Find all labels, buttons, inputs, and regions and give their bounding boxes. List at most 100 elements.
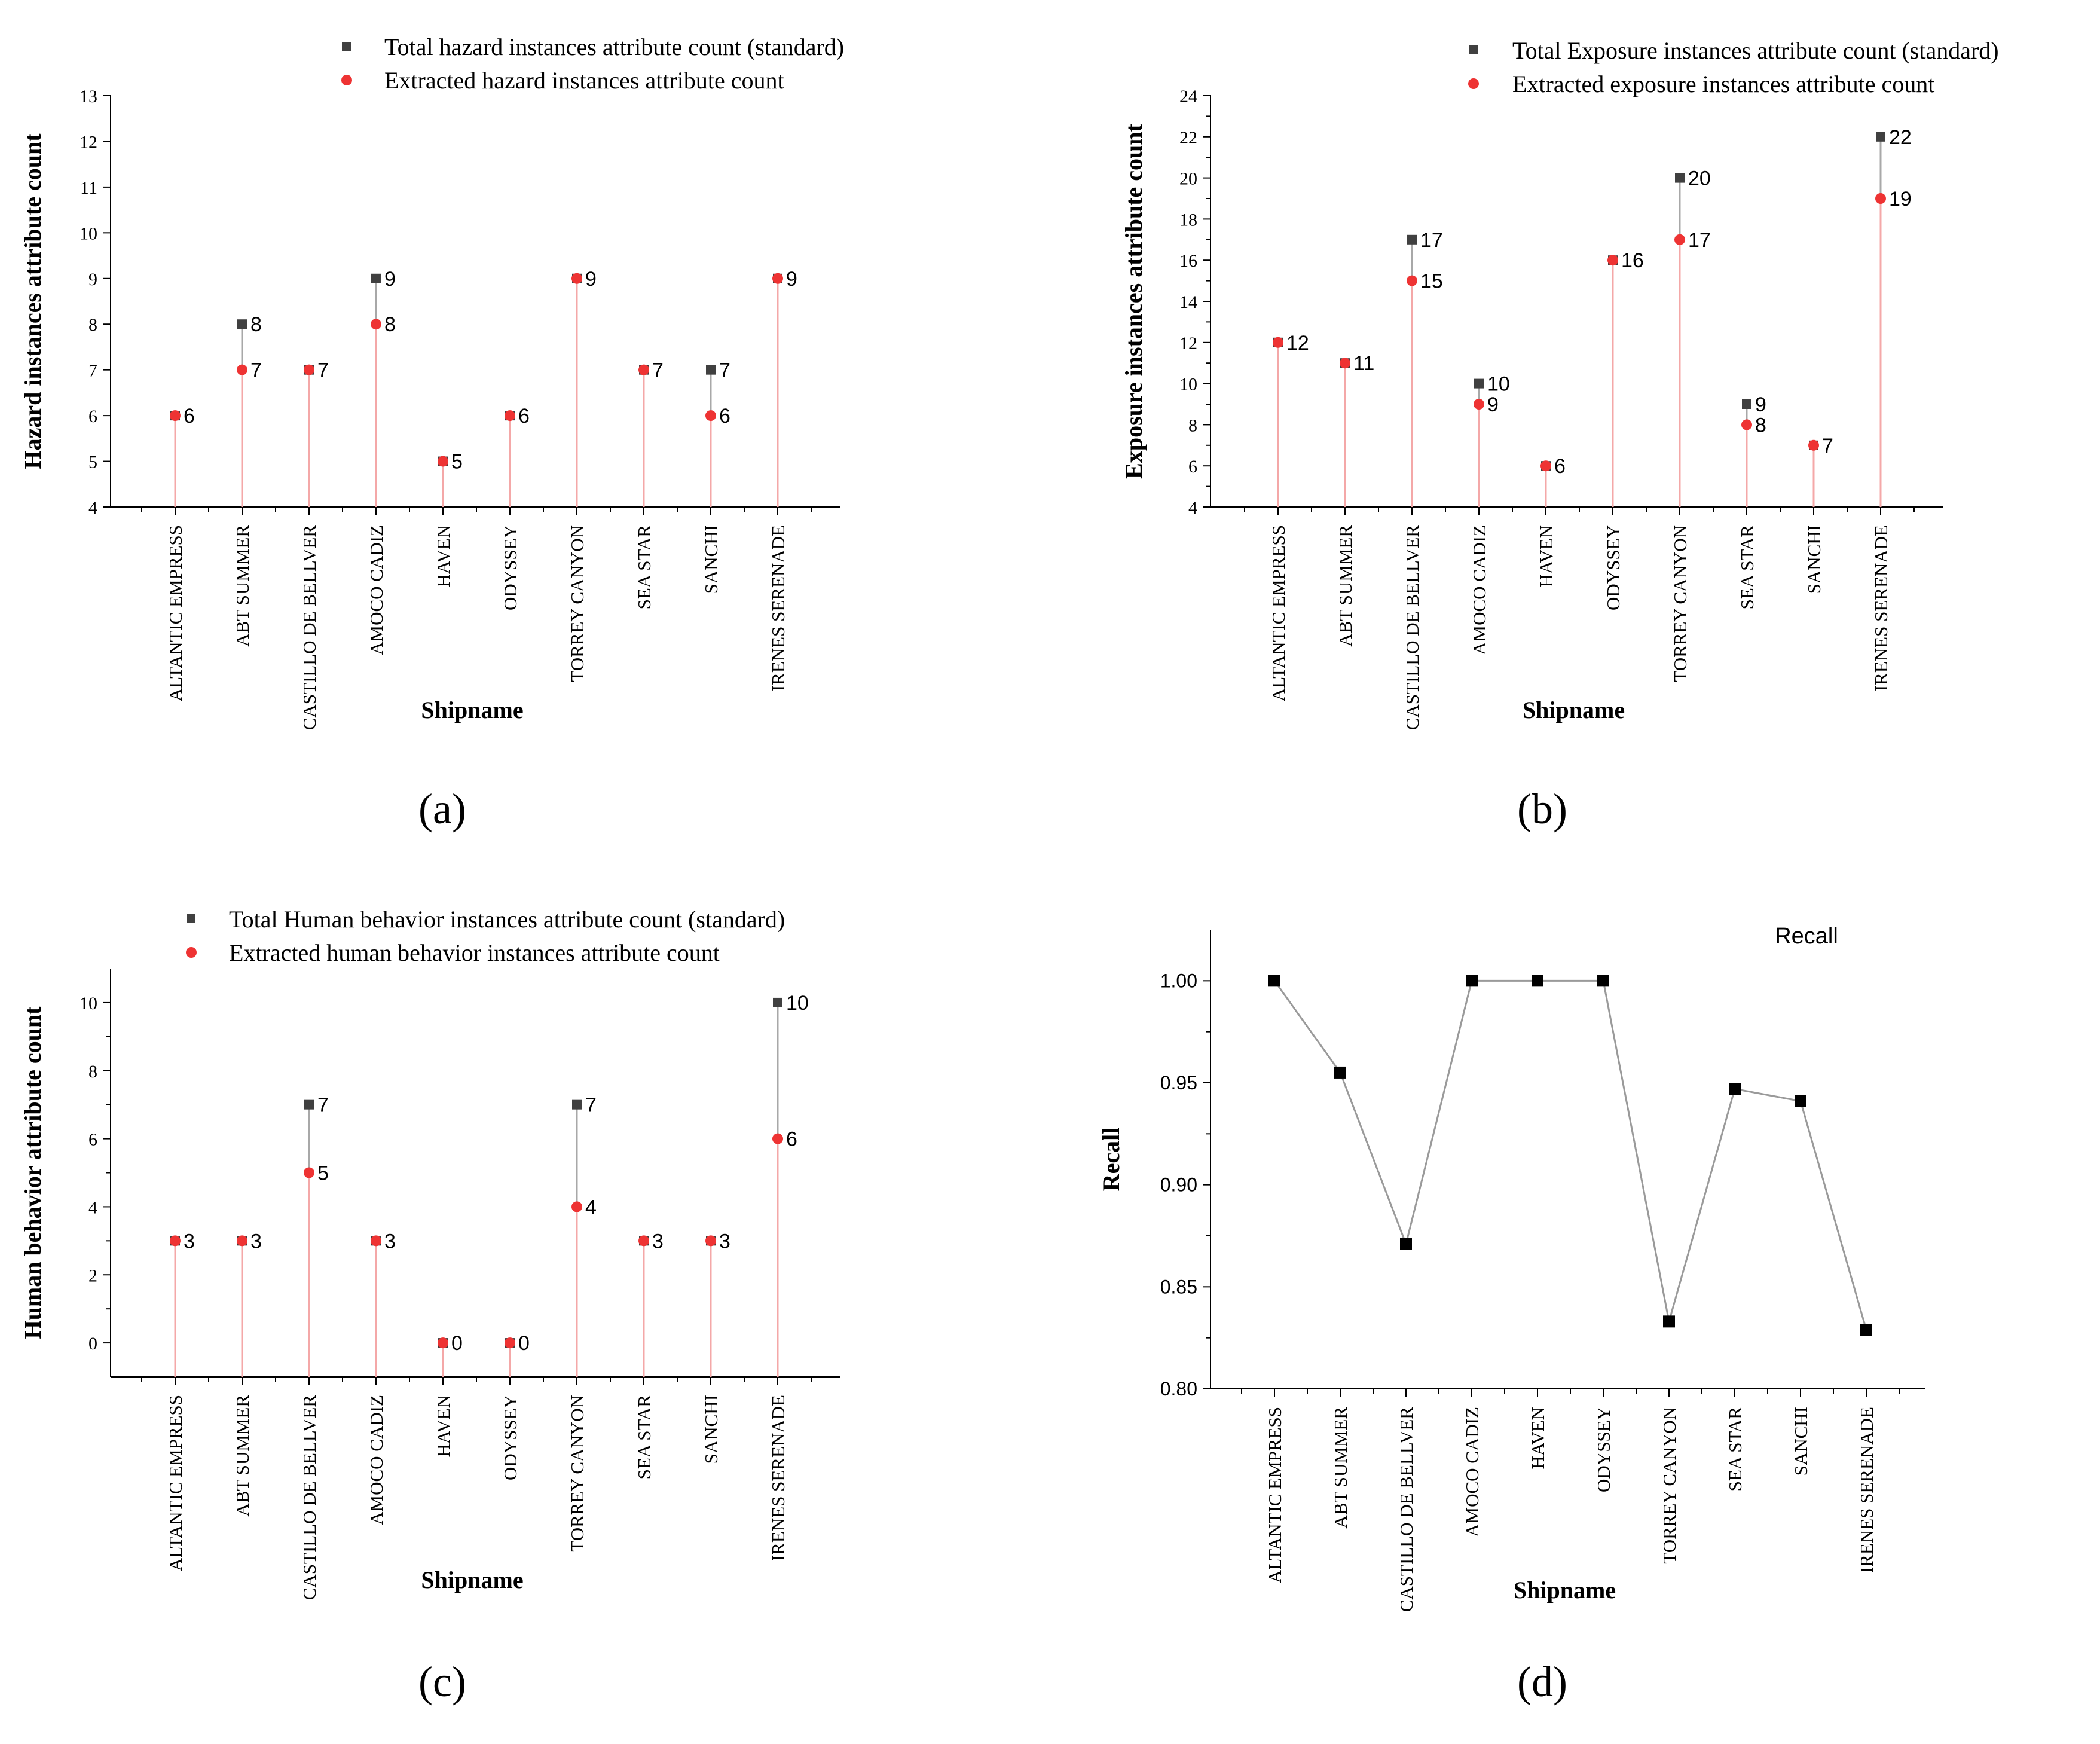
data-label-standard-c: 3 [250,1230,262,1253]
data-label-standard-b: 10 [1487,373,1510,396]
y-tick-label-b: 10 [1179,375,1197,395]
marker-extracted-b [1674,234,1685,245]
marker-extracted-b [1340,358,1350,369]
y-tick-label-a: 9 [88,270,97,289]
y-tick-label-a: 10 [80,224,97,243]
data-label-standard-c: 3 [184,1230,195,1253]
data-label-standard-a: 5 [451,451,463,474]
marker-standard-c [773,997,782,1007]
data-label-standard-a: 9 [585,268,597,291]
y-tick-label-b: 12 [1179,334,1197,353]
x-tick-label-b: ALTANTIC EMPRESS [1268,525,1289,701]
marker-extracted-a [237,364,247,375]
data-label-standard-c: 3 [719,1230,730,1253]
y-tick-label-b: 16 [1179,251,1197,271]
x-axis-title-b: Shipname [1523,697,1625,723]
data-label-extracted-a: 8 [384,313,396,336]
x-tick-label-b: AMOCO CADIZ [1469,525,1490,655]
panel-label-b: (b) [1517,785,1567,833]
marker-extracted-c [438,1337,448,1349]
marker-extracted-a [638,364,649,375]
recall-point [1400,1238,1412,1250]
marker-extracted-c [505,1337,515,1349]
legend-label-extracted-a: Extracted hazard instances attribute cou… [384,67,784,94]
y-tick-label-b: 22 [1179,128,1197,148]
x-tick-label-d: ALTANTIC EMPRESS [1264,1407,1285,1583]
x-tick-label-b: HAVEN [1536,525,1557,588]
data-label-extracted-b: 9 [1487,393,1499,416]
data-label-standard-c: 0 [451,1332,463,1355]
x-tick-label-c: HAVEN [433,1395,454,1458]
marker-extracted-a [505,410,515,422]
marker-extracted-b [1808,439,1819,451]
x-tick-label-b: SANCHI [1804,525,1824,594]
panel-label-d: (d) [1517,1658,1567,1706]
marker-extracted-c [571,1201,582,1212]
x-tick-label-d: SANCHI [1790,1407,1811,1476]
marker-extracted-a [571,273,582,284]
marker-standard-a [237,319,247,329]
data-label-standard-a: 9 [786,268,797,291]
panel-label-a: (a) [418,785,466,833]
x-axis-title-c: Shipname [421,1566,523,1593]
y-tick-label-a: 5 [88,453,97,472]
data-label-standard-c: 0 [518,1332,530,1355]
x-tick-label-c: ALTANTIC EMPRESS [165,1395,186,1571]
legend-marker-standard-b [1469,45,1478,54]
data-label-standard-a: 6 [184,405,195,427]
recall-point [1729,1083,1741,1095]
data-label-standard-b: 17 [1420,229,1443,252]
recall-point [1532,975,1543,987]
chart-panel-b: 4 6 8 10 12 14 16 18 20 22 24 ALTANTIC EMPRESS ABT S… [1120,37,1999,833]
data-label-extracted-b: 15 [1420,270,1443,293]
marker-standard-b [1407,234,1417,245]
marker-extracted-b [1273,337,1283,348]
x-tick-label-a: SANCHI [701,525,722,594]
y-tick-label-b: 20 [1179,169,1197,189]
x-tick-label-a: SEA STAR [634,525,655,610]
data-label-standard-b: 6 [1554,455,1566,478]
chart-panel-c: 0 2 4 6 8 10 ALTANTIC EMPRESS ABT SUMMER CASTILL… [19,906,840,1706]
marker-extracted-a [170,410,181,422]
y-tick-label-b: 6 [1188,457,1197,477]
recall-point [1268,975,1280,987]
data-label-standard-b: 22 [1889,126,1912,149]
legend-marker-standard-c [187,914,195,923]
panel-label-c: (c) [418,1658,466,1706]
marker-extracted-b [1607,255,1618,266]
x-tick-label-b: CASTILLO DE BELLVER [1402,525,1423,731]
recall-point [1663,1315,1675,1328]
y-tick-label-d: 0.80 [1160,1378,1197,1400]
y-axis-title-a: Hazard instances attribute count [19,133,46,469]
x-tick-label-d: IRENES SERENADE [1856,1407,1877,1573]
x-tick-label-d: CASTILLO DE BELLVER [1396,1407,1417,1612]
y-tick-label-c: 4 [88,1198,97,1217]
x-tick-label-d: HAVEN [1527,1407,1548,1470]
recall-point [1860,1324,1872,1336]
y-tick-label-a: 13 [80,87,97,106]
marker-standard-c [572,1099,582,1110]
y-tick-label-d: 0.85 [1160,1276,1197,1297]
marker-standard-b [1876,132,1885,142]
x-tick-label-d: ABT SUMMER [1330,1407,1351,1529]
legend-label-standard-c: Total Human behavior instances attribute… [229,906,785,933]
y-tick-label-b: 8 [1188,416,1197,435]
y-tick-label-b: 24 [1179,87,1197,106]
x-tick-label-c: SEA STAR [634,1395,655,1480]
data-label-extracted-b: 8 [1755,414,1766,436]
y-tick-label-c: 2 [88,1266,97,1285]
y-tick-label-c: 10 [80,994,97,1013]
y-tick-label-b: 18 [1179,210,1197,230]
data-label-standard-b: 7 [1822,435,1833,457]
x-tick-label-a: ALTANTIC EMPRESS [165,525,186,701]
data-label-standard-a: 6 [518,405,530,427]
x-tick-label-c: IRENES SERENADE [768,1395,788,1561]
y-tick-label-a: 4 [88,498,97,518]
marker-standard-b [1675,173,1685,183]
recall-point [1795,1095,1806,1107]
x-tick-label-a: ABT SUMMER [232,525,253,647]
marker-extracted-b [1540,460,1551,472]
x-tick-label-a: ODYSSEY [500,525,521,610]
x-axis-title-d: Shipname [1514,1577,1616,1603]
